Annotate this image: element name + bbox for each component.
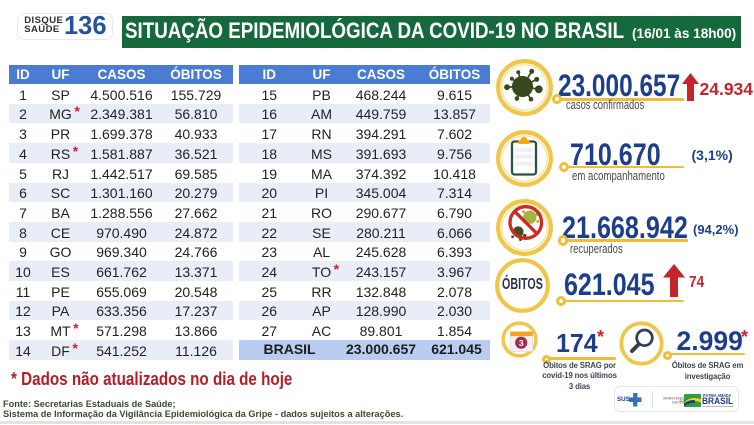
svg-text:3: 3 xyxy=(518,337,523,347)
